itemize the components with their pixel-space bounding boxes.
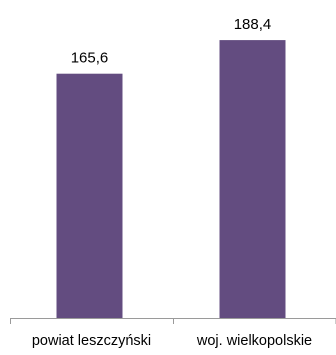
data-label-0: 165,6 [71, 50, 109, 67]
data-label-1: 188,4 [234, 16, 272, 33]
bar-0 [56, 73, 123, 318]
bars-group [56, 40, 286, 318]
category-label-1: woj. wielkopolskie [196, 333, 312, 349]
labels-group: 165,6 powiat leszczyński 188,4 woj. wielkop… [32, 16, 312, 349]
bar-1 [219, 40, 286, 318]
category-label-0: powiat leszczyński [32, 333, 151, 349]
x-axis [10, 318, 336, 324]
